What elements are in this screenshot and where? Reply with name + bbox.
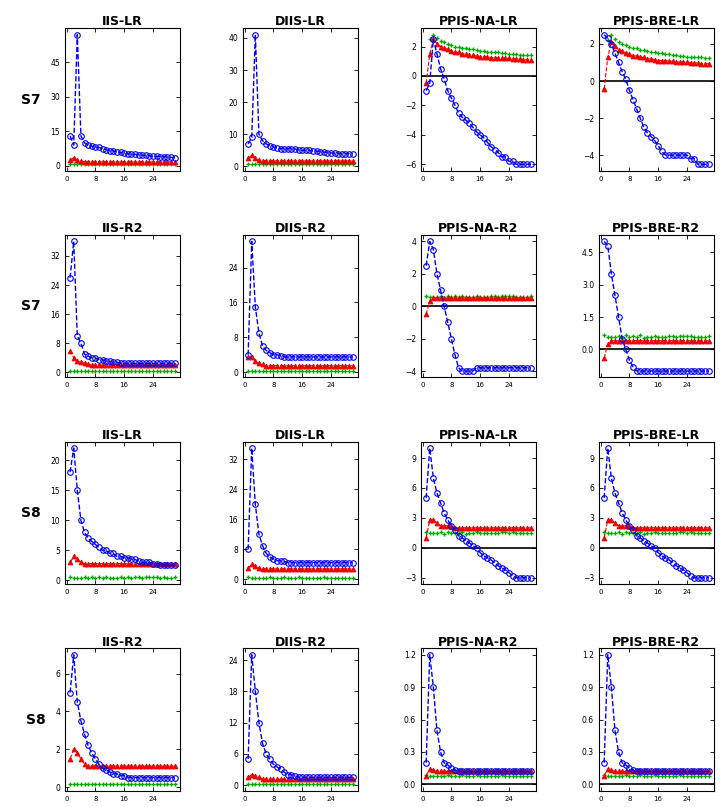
Title: PPIS-NA-R2: PPIS-NA-R2 [438,222,518,235]
Title: IIS-R2: IIS-R2 [102,636,143,649]
Title: IIS-LR: IIS-LR [102,15,143,28]
Title: DIIS-LR: DIIS-LR [275,15,326,28]
Title: PPIS-NA-LR: PPIS-NA-LR [438,429,518,442]
Title: PPIS-BRE-R2: PPIS-BRE-R2 [612,222,700,235]
Y-axis label: S8: S8 [21,506,41,520]
Title: IIS-LR: IIS-LR [102,429,143,442]
Title: PPIS-BRE-LR: PPIS-BRE-LR [613,429,700,442]
Y-axis label: S7: S7 [21,299,41,313]
Title: PPIS-BRE-R2: PPIS-BRE-R2 [612,636,700,649]
Title: DIIS-R2: DIIS-R2 [275,222,326,235]
Title: DIIS-R2: DIIS-R2 [275,636,326,649]
Y-axis label: S7: S7 [21,93,40,107]
Y-axis label: S8: S8 [26,713,45,726]
Title: DIIS-LR: DIIS-LR [275,429,326,442]
Title: PPIS-BRE-LR: PPIS-BRE-LR [613,15,700,28]
Title: PPIS-NA-LR: PPIS-NA-LR [438,15,518,28]
Title: PPIS-NA-R2: PPIS-NA-R2 [438,636,518,649]
Title: IIS-R2: IIS-R2 [102,222,143,235]
